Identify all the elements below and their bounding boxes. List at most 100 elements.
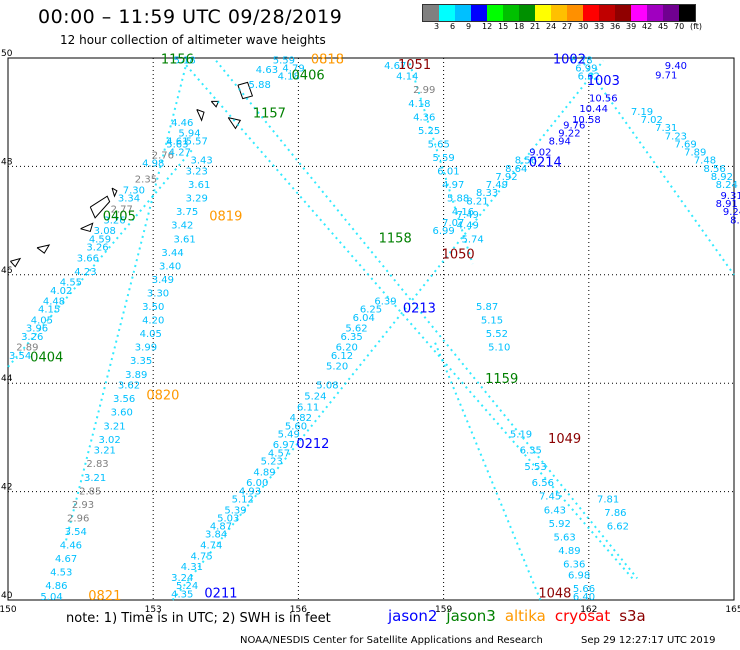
wave-height-label: 10.56 — [589, 93, 618, 104]
wave-height-label: 9.40 — [665, 61, 687, 72]
wave-height-label: 8.92 — [711, 172, 733, 183]
wave-height-label: 5.20 — [326, 362, 348, 373]
pass-time-label: 1050 — [442, 248, 475, 263]
y-tick-label: 50 — [1, 49, 13, 59]
wave-height-label: 3.89 — [125, 370, 147, 381]
satellite-tracks — [7, 60, 735, 601]
wave-height-label: 4.89 — [558, 546, 580, 557]
wave-height-label: 5.49 — [278, 429, 300, 440]
wave-height-label: 3.21 — [94, 446, 116, 457]
island-outline — [80, 222, 94, 233]
island-outline — [111, 187, 118, 198]
colorbar-swatch — [519, 5, 535, 21]
wave-height-label: 2.93 — [72, 500, 94, 511]
wave-height-label: 5.59 — [273, 55, 295, 66]
wave-height-label: 4.98 — [142, 158, 164, 169]
wave-height-label: 4.02 — [50, 286, 72, 297]
wave-height-label: 4.35 — [171, 589, 193, 600]
colorbar-swatch — [551, 5, 567, 21]
wave-height-label: 8.91 — [716, 199, 738, 210]
pass-time-label: 0821 — [88, 589, 121, 604]
wave-height-label: 10.44 — [579, 104, 608, 115]
wave-height-label: 3.21 — [103, 421, 125, 432]
wave-height-label: 4.67 — [384, 61, 406, 72]
wave-height-label: 5.60 — [285, 421, 307, 432]
wave-height-label: 5.52 — [486, 329, 508, 340]
wave-height-label: 5.39 — [224, 505, 246, 516]
pass-time-label: 0819 — [209, 210, 242, 225]
wave-height-label: 7.02 — [641, 115, 663, 126]
wave-height-label: 3.62 — [118, 381, 140, 392]
x-tick-label: 165 — [725, 605, 740, 615]
island-outline — [10, 257, 22, 268]
wave-height-label: 3.66 — [77, 253, 99, 264]
colorbar-swatch — [423, 5, 439, 21]
wave-height-label: 3.49 — [152, 275, 174, 286]
colorbar-swatch — [679, 5, 695, 21]
pass-time-label: 1156 — [161, 52, 194, 67]
track-line — [171, 60, 605, 601]
legend-entry-jason3: jason3 — [446, 607, 496, 625]
pass-time-label: 1159 — [485, 372, 518, 387]
wave-height-label: 4.67 — [55, 554, 77, 565]
wave-height-label: 7.23 — [665, 131, 687, 142]
colorbar-label: (ft) — [690, 22, 703, 31]
chart-title: 00:00 – 11:59 UTC 09/28/2019 — [38, 6, 343, 28]
wave-height-label: 4.59 — [89, 234, 111, 245]
footer-credit: NOAA/NESDIS Center for Satellite Applica… — [240, 635, 543, 646]
track-line — [65, 60, 189, 541]
colorbar-label: 45 — [658, 22, 669, 31]
colorbar-swatch — [647, 5, 663, 21]
wave-height-label: 4.87 — [210, 522, 232, 533]
wave-height-label: 7.45 — [539, 492, 561, 503]
wave-height-label: 6.35 — [520, 446, 542, 457]
legend-entry-altika: altika — [504, 607, 546, 625]
wave-height-label: 7.07 — [442, 218, 464, 229]
wave-height-label: 5.25 — [418, 126, 440, 137]
colorbar-label: 3 — [434, 22, 440, 31]
wave-height-label: 7.92 — [495, 172, 517, 183]
pass-time-label: 1157 — [253, 107, 286, 122]
wave-height-label: 3.30 — [147, 288, 169, 299]
wave-height-label: 6.97 — [273, 440, 295, 451]
colorbar-label: 39 — [626, 22, 637, 31]
wave-height-label: 5.57 — [186, 137, 208, 148]
axis-labels: 150 153 156 159 162 165 50 48 46 44 42 40 — [0, 49, 740, 615]
pass-time-label: 0404 — [30, 351, 63, 366]
wave-height-label: 5.23 — [261, 457, 283, 468]
wave-height-label: 5.65 — [428, 139, 450, 150]
wave-height-label: 9.76 — [563, 120, 585, 131]
legend: jason2 jason3 altika cryosat s3a — [388, 607, 655, 625]
note-text: note: 1) Time is in UTC; 2) SWH is in fe… — [66, 611, 331, 626]
wave-height-label: 3.84 — [205, 530, 227, 541]
wave-height-label: 4.93 — [239, 486, 261, 497]
wave-height-label: 2.99 — [413, 85, 435, 96]
wave-height-label: 6.56 — [532, 478, 554, 489]
wave-height-label: 6.39 — [374, 297, 396, 308]
wave-height-label: 8.70 — [730, 215, 740, 226]
colorbar-label: 30 — [578, 22, 589, 31]
wave-height-label: 4.16 — [452, 207, 474, 218]
wave-height-label: 9.02 — [529, 148, 551, 159]
wave-height-label: 4.05 — [31, 316, 53, 327]
wave-height-label: 4.57 — [268, 448, 290, 459]
wave-height-label: 4.31 — [181, 562, 203, 573]
colorbar-swatch — [503, 5, 519, 21]
wave-height-label: 7.31 — [655, 123, 677, 134]
wave-height-label: 4.15 — [38, 305, 60, 316]
pass-time-label: 0818 — [311, 52, 344, 67]
wave-height-label: 5.88 — [447, 194, 469, 205]
wave-height-label: 4.46 — [171, 118, 193, 129]
pass-time-label: 1048 — [538, 586, 571, 601]
colorbar-swatch — [583, 5, 599, 21]
wave-height-label: 3.60 — [111, 408, 133, 419]
wave-height-label: 5.74 — [462, 234, 484, 245]
wave-height-label: 5.19 — [510, 429, 532, 440]
chart-subtitle: 12 hour collection of altimeter wave hei… — [60, 33, 326, 47]
island-outline — [196, 109, 205, 122]
wave-height-labels: 5.18 5.594.794.634.185.884.674.142.994.18… — [9, 55, 740, 603]
wave-height-label: 4.27 — [169, 148, 191, 159]
colorbar-swatch — [455, 5, 471, 21]
colorbar-label: 6 — [450, 22, 456, 31]
